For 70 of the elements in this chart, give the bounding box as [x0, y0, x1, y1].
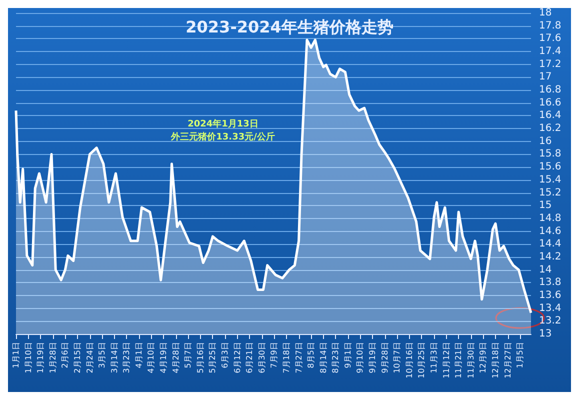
y-tick-label: 16.2 — [539, 123, 562, 134]
y-tick-label: 18 — [539, 8, 552, 18]
x-tick-label: 5月7日 — [184, 342, 193, 368]
y-tick-label: 15.2 — [539, 187, 562, 198]
x-tick-label: 1月1日 — [12, 342, 20, 368]
annotation: 2024年1月13日 — [188, 118, 258, 130]
x-tick-label: 4月10日 — [146, 342, 156, 374]
x-tick-label: 7月27日 — [294, 342, 304, 374]
x-tick-label: 6月12日 — [232, 342, 242, 374]
y-tick-label: 14.6 — [539, 226, 562, 237]
x-tick-label: 8月14日 — [318, 342, 328, 374]
y-tick-label: 16 — [539, 136, 552, 147]
x-tick-label: 2月6日 — [60, 342, 70, 368]
x-tick-label: 5月25日 — [208, 342, 218, 374]
y-tick-label: 15.6 — [539, 162, 562, 173]
x-tick-label: 9月10日 — [356, 342, 365, 374]
x-tick-label: 12月18日 — [490, 342, 500, 378]
x-tick-label: 12月9日 — [478, 342, 488, 374]
x-tick-label: 1月5日 — [516, 342, 525, 368]
y-tick-label: 15.8 — [539, 148, 562, 160]
x-tick-label: 8月5日 — [306, 342, 316, 368]
y-tick-label: 14 — [539, 264, 552, 276]
y-tick-label: 17.2 — [539, 58, 562, 70]
x-tick-label: 1月28日 — [48, 342, 58, 374]
x-tick-label: 2月15日 — [72, 342, 82, 374]
y-tick-label: 17.4 — [539, 46, 562, 58]
y-tick-label: 16.8 — [539, 84, 562, 96]
x-tick-label: 11月30日 — [466, 342, 476, 378]
y-tick-label: 16.6 — [539, 97, 562, 108]
x-tick-label: 3月23日 — [122, 342, 132, 374]
x-tick-label: 7月9日 — [270, 342, 279, 368]
x-tick-label: 12月27日 — [503, 342, 512, 378]
x-tick-label: 8月23日 — [331, 342, 340, 374]
annotation: 外三元猪价13.33元/公斤 — [170, 132, 275, 142]
x-tick-label: 4月19日 — [159, 342, 168, 374]
x-tick-label: 9月19日 — [368, 342, 378, 374]
x-tick-label: 9月1日 — [343, 342, 352, 368]
y-tick-label: 14.4 — [539, 238, 562, 250]
chart-title: 2023-2024年生猪价格走势 — [186, 18, 394, 36]
x-tick-label: 4月28日 — [171, 342, 180, 374]
x-tick-label: 11月21日 — [454, 342, 464, 378]
x-tick-label: 6月21日 — [245, 342, 254, 374]
x-tick-label: 11月12日 — [442, 342, 451, 378]
y-tick-label: 15 — [539, 200, 552, 212]
x-tick-label: 6月30日 — [257, 342, 266, 374]
y-tick-label: 16.4 — [539, 110, 562, 122]
y-tick-label: 17.6 — [539, 33, 562, 44]
x-tick-label: 1月10日 — [24, 342, 33, 374]
x-tick-label: 2月24日 — [85, 342, 94, 374]
y-tick-label: 13.8 — [539, 277, 562, 288]
x-tick-label: 10月25日 — [417, 342, 426, 378]
x-tick-label: 6月3日 — [220, 342, 230, 368]
y-tick-label: 17.8 — [539, 20, 562, 32]
x-tick-label: 4月1日 — [134, 342, 144, 368]
y-tick-label: 13 — [539, 328, 552, 340]
y-tick-label: 15.4 — [539, 174, 562, 186]
x-tick-label: 3月5日 — [98, 342, 107, 368]
y-tick-label: 13.4 — [539, 302, 562, 314]
x-tick-label: 5月16日 — [196, 342, 205, 374]
x-tick-label: 11月3日 — [430, 342, 439, 374]
x-tick-label: 10月16日 — [404, 342, 414, 378]
x-tick-label: 10月7日 — [392, 342, 402, 374]
x-tick-label: 1月19日 — [36, 342, 46, 374]
y-tick-label: 17 — [539, 72, 552, 83]
x-tick-label: 3月14日 — [110, 342, 119, 374]
y-tick-label: 14.8 — [539, 212, 562, 224]
x-tick-label: 7月18日 — [282, 342, 291, 374]
x-tick-label: 9月28日 — [380, 342, 390, 374]
y-tick-label: 14.2 — [539, 251, 562, 262]
y-tick-label: 13.6 — [539, 290, 562, 301]
